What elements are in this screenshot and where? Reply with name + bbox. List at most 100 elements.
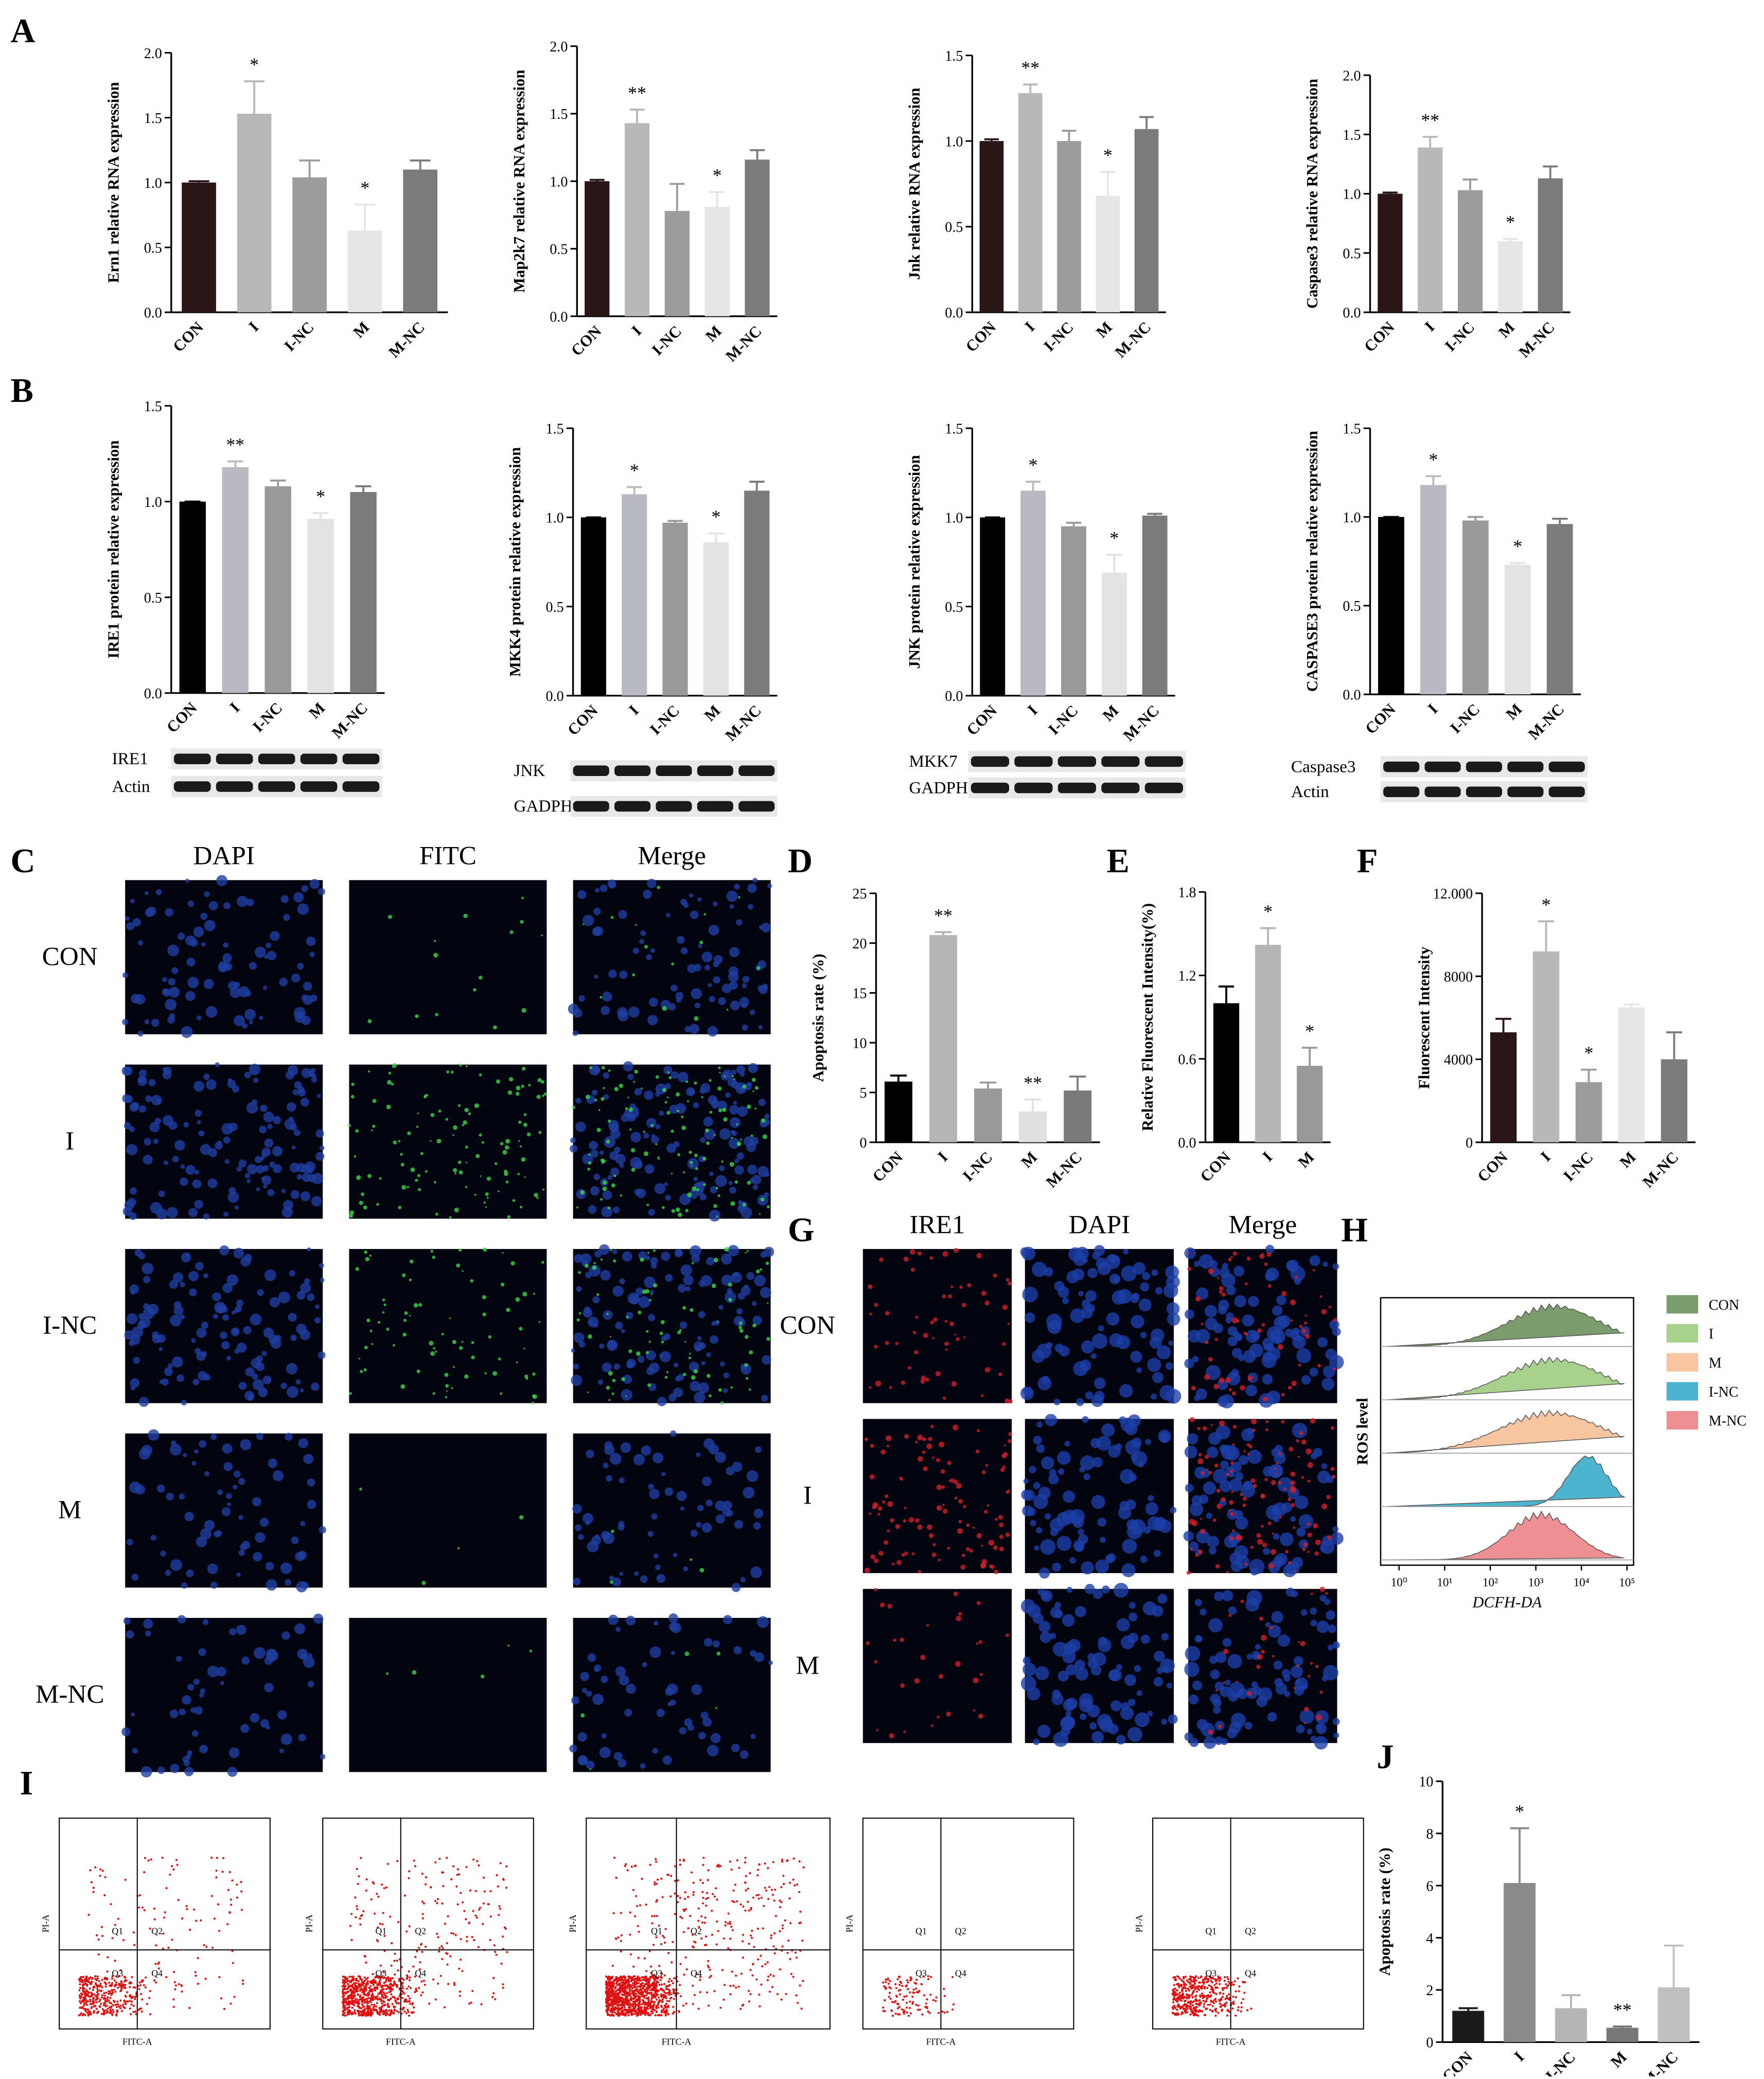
- event: [422, 1917, 424, 1919]
- cell: [236, 1573, 240, 1577]
- cell: [1137, 1367, 1142, 1373]
- event: [632, 1889, 634, 1891]
- event: [494, 1951, 496, 1953]
- event: [111, 1937, 113, 1939]
- x-tick-label: 10⁵: [1619, 1576, 1635, 1589]
- cell: [299, 1330, 310, 1341]
- cell: [1320, 1295, 1322, 1298]
- cell: [911, 1267, 915, 1272]
- event: [133, 1944, 135, 1946]
- cell: [260, 1104, 267, 1112]
- error-bar: [627, 487, 642, 494]
- cell: [250, 1713, 260, 1723]
- x-tick-label: M: [702, 322, 725, 345]
- cell: [492, 1371, 497, 1376]
- event: [704, 1922, 706, 1924]
- panel-label: I: [20, 1765, 33, 1802]
- event: [444, 2006, 446, 2008]
- event: [401, 1990, 403, 1992]
- cell: [709, 925, 719, 936]
- event: [630, 1993, 632, 1995]
- event: [755, 1979, 757, 1981]
- cell: [683, 1275, 694, 1285]
- panel-label: D: [788, 842, 813, 880]
- x-tick-label: CON: [869, 1148, 906, 1185]
- event: [129, 1981, 131, 1983]
- cell: [626, 1312, 633, 1319]
- cell: [1283, 1564, 1296, 1577]
- cell: [1207, 1536, 1219, 1547]
- cell: [226, 1356, 231, 1361]
- cell: [310, 879, 320, 889]
- cell: [1243, 1504, 1246, 1507]
- event: [89, 1987, 91, 1989]
- cell: [724, 1372, 729, 1378]
- error-bar: [1495, 1019, 1511, 1032]
- cell: [523, 1123, 527, 1127]
- cell: [1316, 1723, 1322, 1730]
- cell: [598, 1109, 601, 1111]
- cell: [677, 936, 684, 944]
- event: [171, 1865, 173, 1867]
- cell: [1215, 1338, 1218, 1341]
- cell: [690, 1161, 693, 1164]
- cell: [745, 1252, 747, 1253]
- cell: [527, 1133, 531, 1137]
- cell: [1139, 1298, 1152, 1311]
- cell: [315, 1152, 324, 1161]
- cell: [918, 1570, 921, 1573]
- cell: [307, 1247, 311, 1252]
- event: [386, 1977, 389, 1979]
- event: [745, 1890, 747, 1892]
- cell: [680, 1507, 684, 1511]
- event: [87, 1980, 90, 1982]
- cell: [704, 965, 710, 971]
- event: [425, 1876, 427, 1878]
- cell: [376, 1203, 379, 1206]
- cell: [1168, 1714, 1177, 1724]
- cell: [656, 1076, 659, 1079]
- cell: [635, 924, 637, 926]
- cell: [885, 1341, 889, 1345]
- event: [115, 1982, 117, 1984]
- cell: [121, 1728, 131, 1737]
- cell: [180, 1282, 185, 1287]
- blot-band: [656, 766, 692, 776]
- cell: [719, 1129, 731, 1140]
- event: [355, 1990, 357, 1993]
- cell: [203, 1073, 209, 1080]
- micrograph: [573, 1434, 771, 1588]
- cell: [655, 1143, 657, 1146]
- event: [197, 1983, 199, 1985]
- y-tick-label: 12.000: [1433, 886, 1473, 902]
- cell: [1264, 1262, 1268, 1266]
- cell: [1303, 1542, 1308, 1547]
- cell: [755, 1086, 758, 1089]
- cell: [131, 1102, 139, 1109]
- cell: [977, 1253, 982, 1259]
- cell: [1243, 1481, 1253, 1490]
- cell: [1251, 1419, 1257, 1424]
- cell: [1333, 1368, 1336, 1371]
- cell: [263, 1376, 272, 1384]
- cell: [711, 1733, 721, 1743]
- cell: [1288, 1386, 1292, 1390]
- cell: [727, 1009, 729, 1011]
- event: [724, 1925, 726, 1927]
- event: [672, 1982, 674, 1984]
- event: [97, 1984, 99, 1986]
- event: [742, 1957, 744, 1959]
- cell: [1288, 1561, 1291, 1564]
- cell: [1319, 1587, 1325, 1592]
- cell: [1228, 1326, 1238, 1336]
- event: [381, 1985, 383, 1987]
- cell: [210, 1434, 217, 1440]
- cell: [933, 1317, 938, 1322]
- event: [450, 1932, 452, 1934]
- significance: *: [1542, 894, 1551, 915]
- event: [462, 1970, 464, 1972]
- cell: [1204, 1375, 1210, 1380]
- cell: [1317, 1364, 1321, 1367]
- cell: [458, 1104, 461, 1107]
- bar: [1057, 141, 1081, 312]
